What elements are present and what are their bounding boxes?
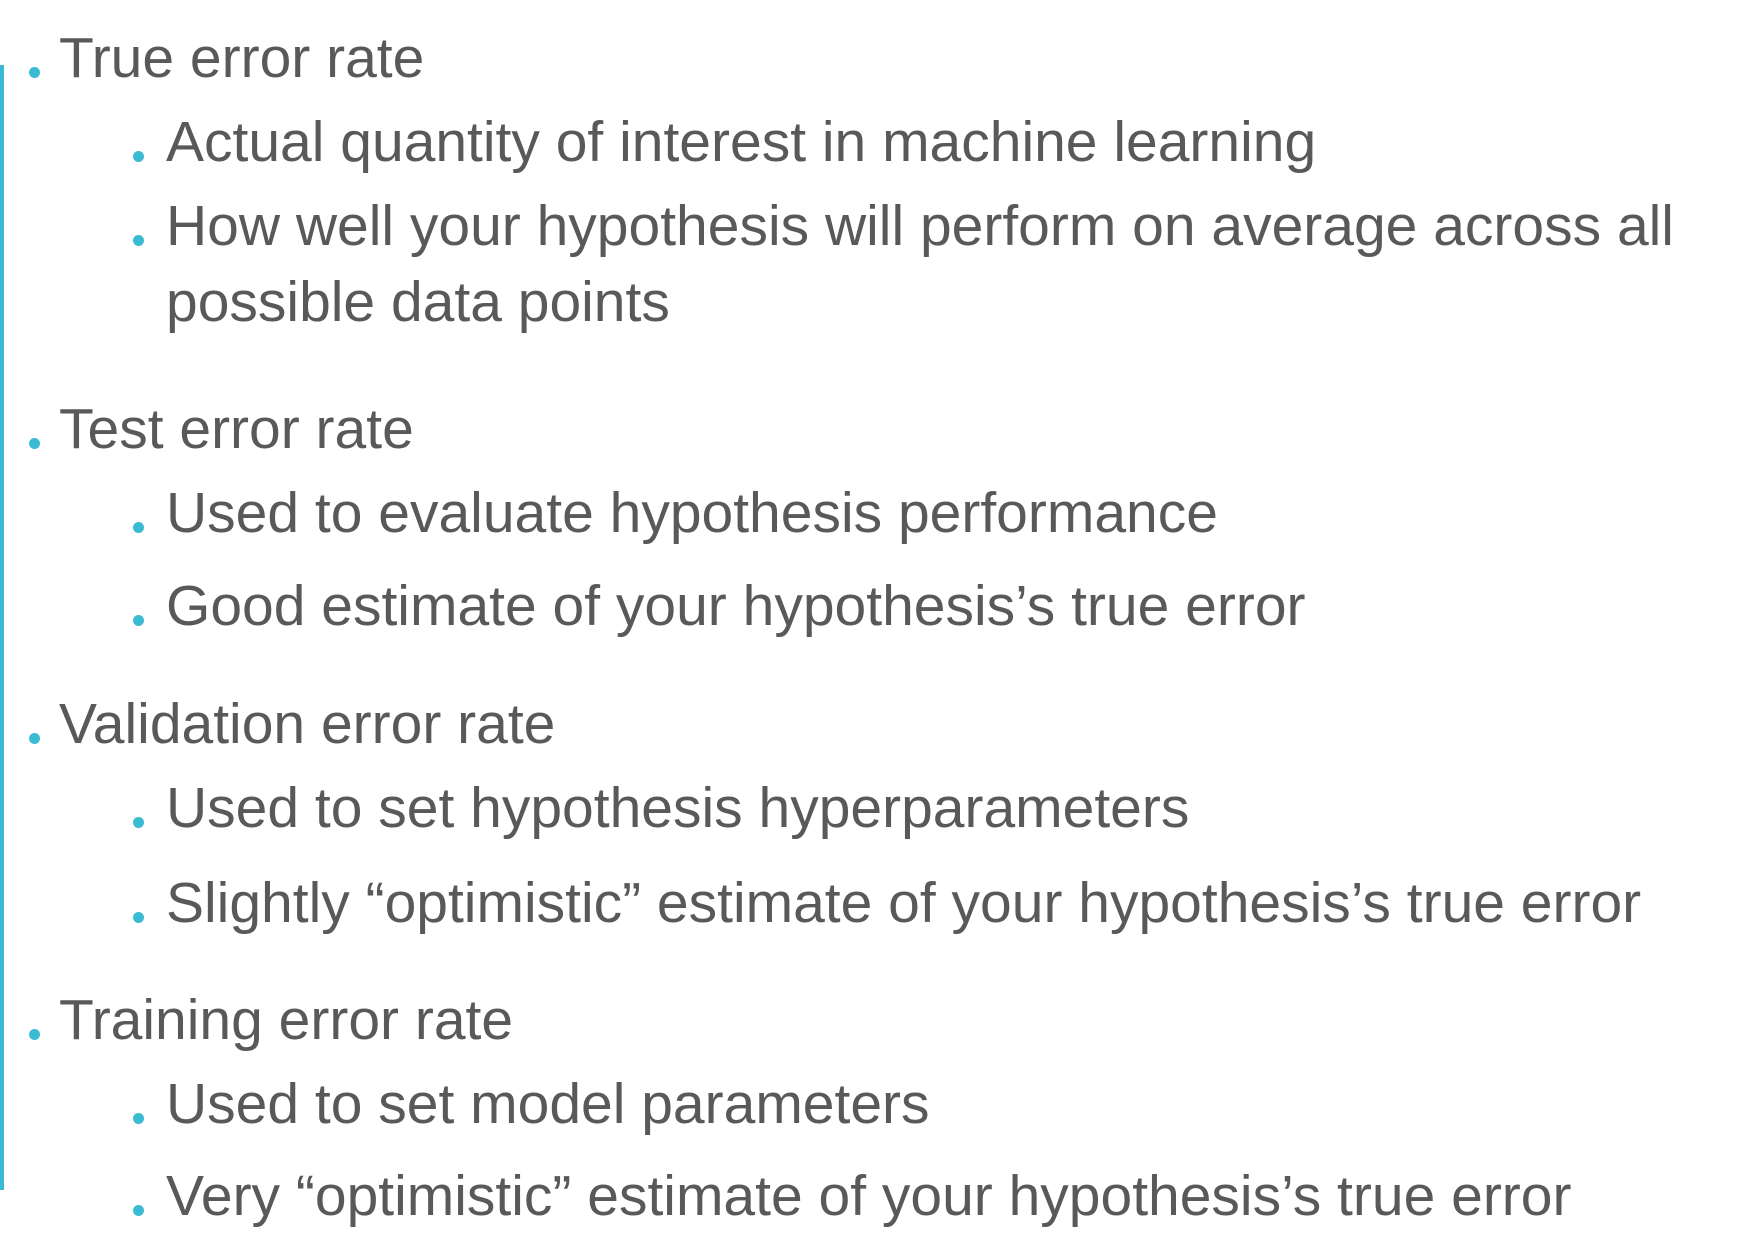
subbullet-good-estimate: Good estimate of your hypothesis’s true …	[133, 568, 1306, 644]
subbullet-text: How well your hypothesis will perform on…	[166, 194, 1674, 334]
subbullet-text: Very “optimistic” estimate of your hypot…	[166, 1164, 1572, 1228]
bullet-dot-icon	[133, 615, 144, 626]
subbullet-slightly-optimistic: Slightly “optimistic” estimate of your h…	[133, 865, 1642, 941]
subbullet-text: Used to evaluate hypothesis performance	[166, 481, 1218, 545]
bullet-true-error-rate: True error rate	[29, 20, 425, 96]
left-accent-rule	[0, 65, 4, 1190]
bullet-dot-icon	[133, 235, 144, 246]
bullet-training-error-rate: Training error rate	[29, 982, 514, 1058]
subbullet-text: Good estimate of your hypothesis’s true …	[166, 574, 1306, 638]
bullet-dot-icon	[133, 817, 144, 828]
subbullet-very-optimistic: Very “optimistic” estimate of your hypot…	[133, 1158, 1572, 1234]
subbullet-text: Used to set model parameters	[166, 1072, 930, 1136]
subbullet-evaluate: Used to evaluate hypothesis performance	[133, 475, 1218, 551]
bullet-dot-icon	[133, 522, 144, 533]
subbullet-text: Used to set hypothesis hyperparameters	[166, 776, 1190, 840]
bullet-dot-icon	[133, 1113, 144, 1124]
bullet-dot-icon	[133, 1205, 144, 1216]
bullet-dot-icon	[29, 438, 40, 449]
subbullet-actual-quantity: Actual quantity of interest in machine l…	[133, 104, 1317, 180]
bullet-dot-icon	[29, 733, 40, 744]
subbullet-text: Actual quantity of interest in machine l…	[166, 110, 1317, 174]
bullet-heading: Training error rate	[59, 988, 514, 1052]
bullet-dot-icon	[29, 1029, 40, 1040]
subbullet-model-parameters: Used to set model parameters	[133, 1066, 930, 1142]
subbullet-text: Slightly “optimistic” estimate of your h…	[166, 871, 1642, 935]
subbullet-hyperparameters: Used to set hypothesis hyperparameters	[133, 770, 1190, 846]
bullet-validation-error-rate: Validation error rate	[29, 686, 556, 762]
bullet-dot-icon	[133, 151, 144, 162]
bullet-heading: Validation error rate	[59, 692, 556, 756]
bullet-test-error-rate: Test error rate	[29, 391, 414, 467]
bullet-heading: Test error rate	[59, 397, 414, 461]
subbullet-how-well: How well your hypothesis will perform on…	[133, 188, 1736, 340]
bullet-heading: True error rate	[59, 26, 425, 90]
bullet-dot-icon	[133, 912, 144, 923]
bullet-dot-icon	[29, 67, 40, 78]
